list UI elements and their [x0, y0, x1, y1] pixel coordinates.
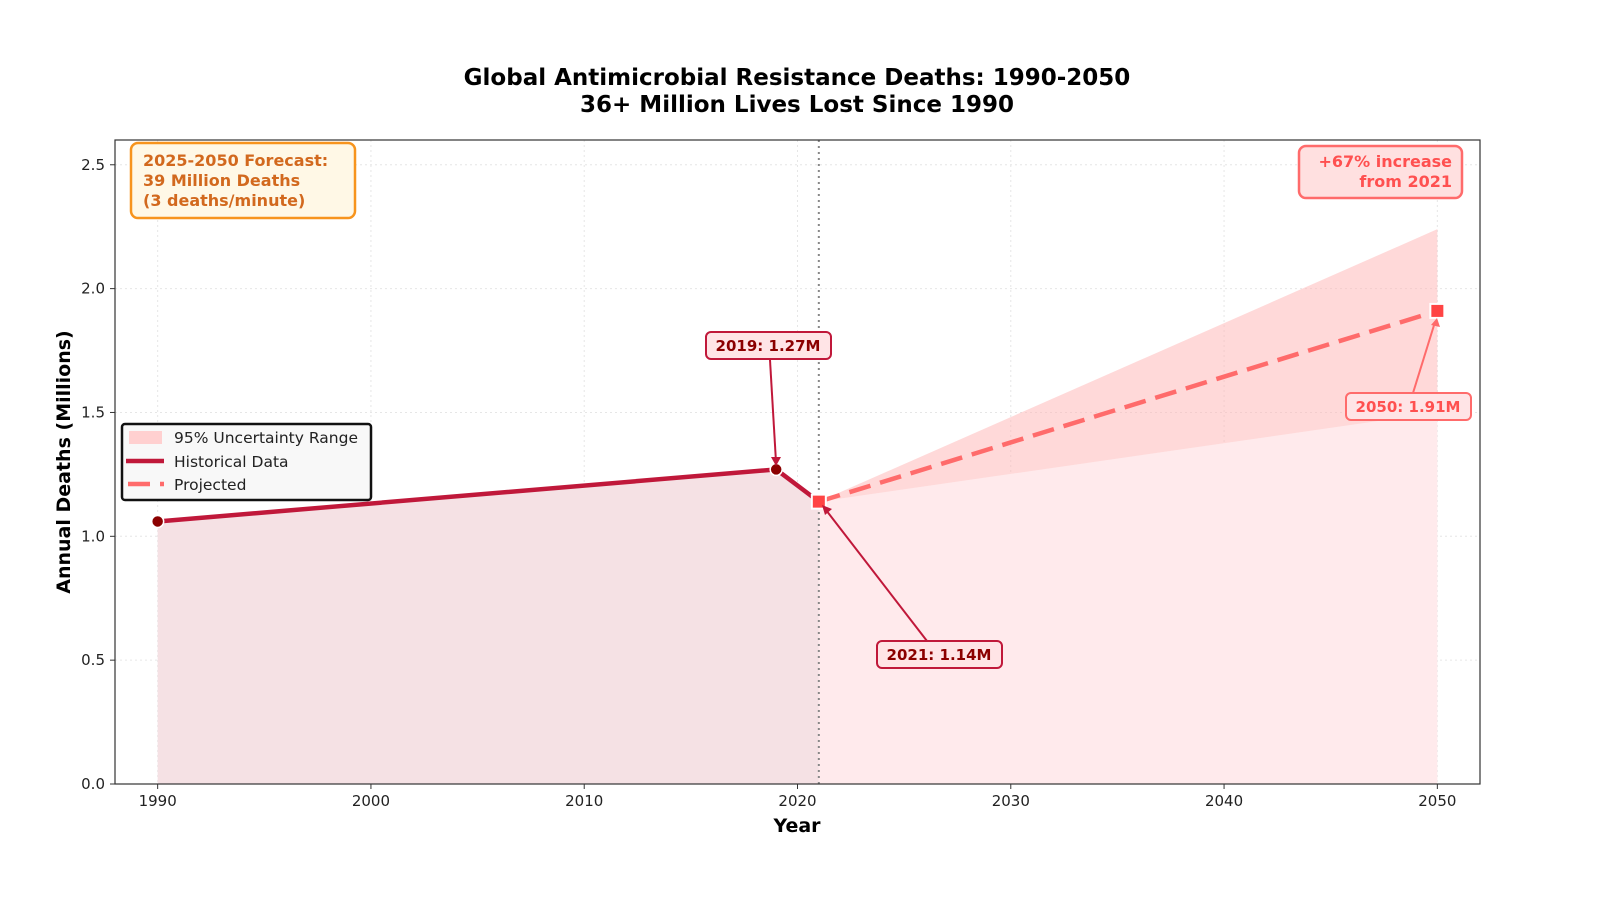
x-tick-label: 2000: [352, 792, 390, 810]
arrowhead-2019: [771, 457, 781, 466]
y-tick-label: 1.5: [81, 403, 105, 421]
x-tick-label: 2040: [1205, 792, 1243, 810]
x-tick-label: 2050: [1418, 792, 1456, 810]
x-tick-label: 2030: [992, 792, 1030, 810]
axis-ticks: 1990 2000 2010 2020 2030 2040 2050 0.0 0.5 1.0 1.5…: [81, 156, 1456, 810]
projected-line: [818, 308, 1439, 504]
legend-label-band: 95% Uncertainty Range: [174, 429, 358, 447]
forecast-line-2: 39 Million Deaths: [143, 171, 300, 190]
legend: 95% Uncertainty Range Historical Data Pr…: [120, 422, 373, 502]
legend-swatch-band: [129, 431, 162, 444]
x-tick-label: 2020: [778, 792, 816, 810]
x-tick-label: 1990: [139, 792, 177, 810]
forecast-line-3: (3 deaths/minute): [143, 191, 305, 210]
annotation-2021: 2021: 1.14M: [887, 646, 992, 664]
projected-area-fill: [818, 412, 1438, 784]
y-axis-label: Annual Deaths (Millions): [53, 330, 75, 593]
legend-label-projected: Projected: [174, 476, 246, 494]
chart-subtitle: 36+ Million Lives Lost Since 1990: [580, 92, 1014, 118]
increase-line-1: +67% increase: [1318, 152, 1452, 171]
annotation-2019: 2019: 1.27M: [716, 337, 821, 355]
annotation-arrow-2021: [825, 509, 928, 642]
legend-label-historical: Historical Data: [174, 453, 289, 471]
arrowhead-2050: [1431, 318, 1440, 327]
annotations: 2019: 1.27M 2021: 1.14M 2050: 1.91M: [705, 318, 1472, 669]
y-tick-label: 2.0: [81, 280, 105, 298]
y-tick-label: 2.5: [81, 156, 105, 174]
increase-line-2: from 2021: [1359, 172, 1452, 191]
projected-point: [1429, 302, 1446, 319]
projected-point: [810, 493, 827, 510]
plot-frame: [114, 139, 1481, 785]
forecast-info-box: 2025-2050 Forecast: 39 Million Deaths (3…: [129, 141, 357, 220]
historical-point: [150, 514, 165, 529]
annotation-arrow-2019: [769, 359, 777, 463]
uncertainty-band: [818, 229, 1438, 502]
chart-title: Global Antimicrobial Resistance Deaths: …: [464, 65, 1131, 91]
series-lines: [150, 140, 1446, 784]
increase-info-box: +67% increase from 2021: [1297, 144, 1464, 200]
x-tick-label: 2010: [565, 792, 603, 810]
arrowhead-2021: [822, 505, 832, 515]
y-tick-label: 0.0: [81, 775, 105, 793]
x-axis-label: Year: [772, 815, 821, 837]
y-tick-label: 0.5: [81, 651, 105, 669]
historical-area-fill: [157, 469, 819, 784]
y-tick-label: 1.0: [81, 527, 105, 545]
annotation-arrow-2050: [1412, 321, 1436, 394]
annotation-2050: 2050: 1.91M: [1356, 398, 1461, 416]
forecast-line-1: 2025-2050 Forecast:: [143, 151, 328, 170]
area-fills: [157, 229, 1438, 784]
